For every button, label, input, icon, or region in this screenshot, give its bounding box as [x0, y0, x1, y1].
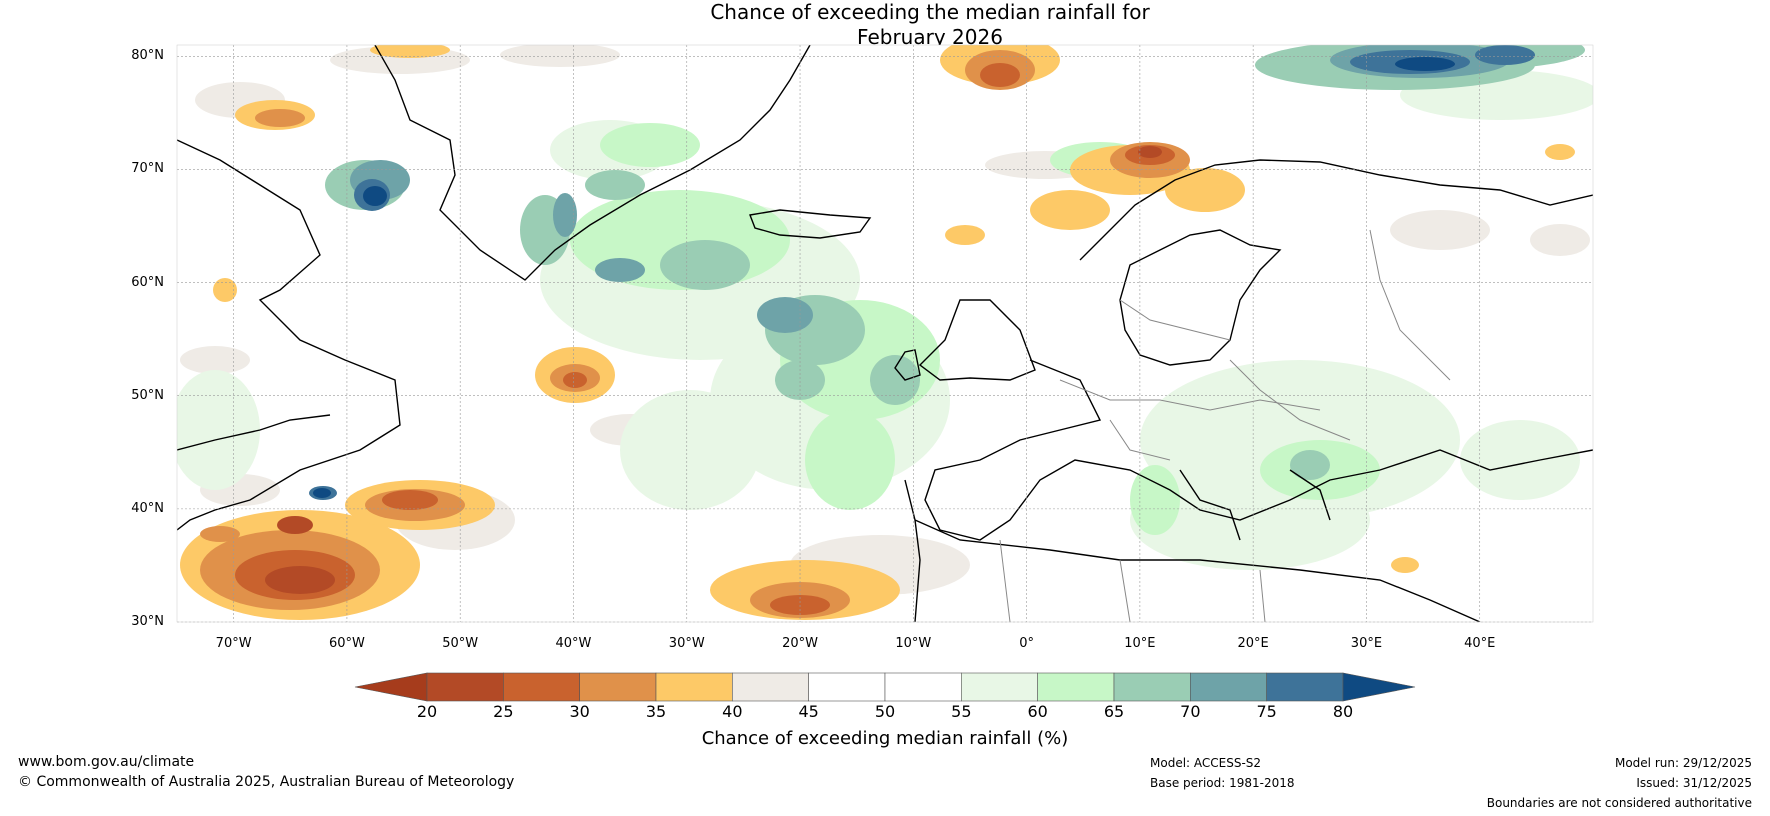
colorbar-bin — [1037, 672, 1115, 702]
lon-label-70w: 70°W — [215, 636, 252, 651]
colorbar-bin — [884, 672, 962, 702]
lon-label-20e: 20°E — [1237, 636, 1269, 651]
colorbar-extend-low — [354, 672, 428, 702]
lon-label-50w: 50°W — [442, 636, 479, 651]
colorbar-tick: 70 — [1180, 702, 1201, 721]
colorbar-bin — [579, 672, 657, 702]
colorbar-bin — [503, 672, 580, 702]
colorbar-bin — [808, 672, 886, 702]
wet-max-patches — [313, 57, 1455, 498]
colorbar-tick: 25 — [493, 702, 514, 721]
lon-label-10w: 10°W — [895, 636, 932, 651]
lon-label-30w: 30°W — [668, 636, 705, 651]
colorbar-bin — [426, 672, 504, 702]
lon-label-10e: 10°E — [1124, 636, 1156, 651]
lat-label-40n: 40°N — [131, 500, 164, 516]
colorbar-bin — [1190, 672, 1267, 702]
colorbar-bin — [961, 672, 1038, 702]
base-period: Base period: 1981-2018 — [1150, 776, 1295, 790]
lon-label-40e: 40°E — [1464, 636, 1496, 651]
map-border — [176, 44, 1594, 623]
colorbar-bin — [1113, 672, 1191, 702]
colorbar-bin — [1266, 672, 1344, 702]
colorbar-tick: 40 — [722, 702, 743, 721]
colorbar-label: Chance of exceeding median rainfall (%) — [701, 728, 1069, 749]
colorbar-bin — [732, 672, 809, 702]
chart-title: Chance of exceeding the median rainfall … — [500, 0, 1360, 50]
lat-label-70n: 70°N — [131, 161, 164, 177]
website-link[interactable]: www.bom.gov.au/climate — [18, 754, 195, 770]
issued-date: Issued: 31/12/2025 — [1636, 776, 1752, 790]
lat-label-50n: 50°N — [131, 387, 164, 403]
colorbar-extend-high — [1342, 672, 1416, 702]
colorbar-tick: 35 — [645, 702, 667, 721]
title-line-1: Chance of exceeding the median rainfall … — [710, 0, 1150, 24]
lon-label-30e: 30°E — [1350, 636, 1383, 651]
colorbar-tick: 60 — [1027, 702, 1048, 721]
colorbar-tick: 75 — [1256, 702, 1277, 721]
rainfall-probability-field — [177, 45, 1593, 620]
boundaries-disclaimer: Boundaries are not considered authoritat… — [1486, 796, 1752, 810]
colorbar-bin — [655, 672, 733, 702]
lat-label-30n: 30°N — [131, 614, 164, 629]
colorbar-tick: 80 — [1332, 702, 1354, 721]
colorbar-tick: 20 — [416, 702, 438, 721]
lat-label-60n: 60°N — [131, 274, 164, 290]
colorbar-tick: 50 — [874, 702, 896, 721]
lon-label-0: 0° — [1019, 636, 1034, 651]
country-borders — [999, 229, 1451, 622]
lat-label-80n: 80°N — [131, 48, 164, 64]
lon-label-40w: 40°W — [555, 636, 592, 651]
dry-extreme-patches — [265, 146, 1162, 594]
lon-label-60w: 60°W — [328, 636, 365, 651]
colorbar-tick: 30 — [569, 702, 590, 721]
colorbar-tick: 45 — [798, 702, 819, 721]
model-name: Model: ACCESS-S2 — [1150, 756, 1262, 770]
lon-label-20w: 20°W — [782, 636, 818, 651]
copyright-text: © Commonwealth of Australia 2025, Austra… — [18, 774, 515, 790]
colorbar-tick: 65 — [1103, 702, 1125, 721]
colorbar — [354, 672, 1416, 702]
model-run-date: Model run: 29/12/2025 — [1614, 756, 1752, 770]
colorbar-tick: 55 — [951, 702, 972, 721]
